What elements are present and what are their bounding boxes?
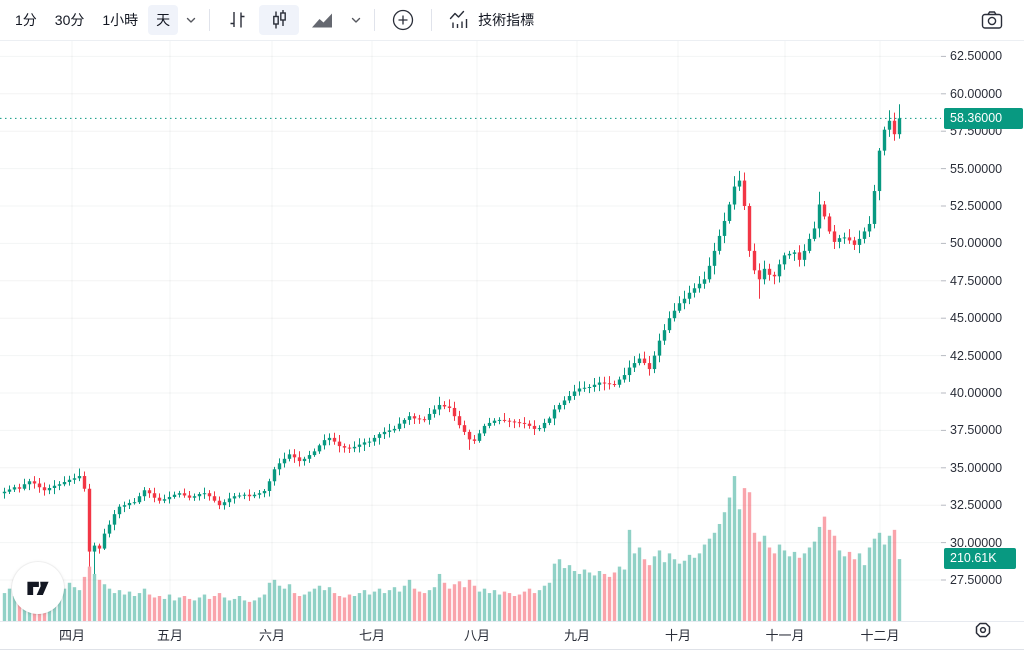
time-axis-label: 七月: [358, 628, 386, 643]
tradingview-logo-icon: [23, 572, 53, 605]
price-axis-ticks: [941, 55, 946, 581]
time-axis-label: 十月: [664, 628, 692, 643]
price-axis-label: 55.00000: [950, 161, 1003, 176]
time-axis-label: 四月: [58, 628, 86, 643]
candles: [2, 104, 902, 575]
chevron-down-icon: [184, 13, 198, 27]
interval-1hour-button[interactable]: 1小時: [94, 5, 146, 35]
time-axis-label: 五月: [156, 628, 184, 643]
interval-30min-button[interactable]: 30分: [47, 5, 93, 35]
interval-day-button[interactable]: 天: [148, 5, 179, 35]
price-axis-label: 32.50000: [950, 498, 1003, 513]
price-axis-label: 35.00000: [950, 460, 1003, 475]
area-chart-style-button[interactable]: [301, 5, 343, 35]
time-axis-label: 十二月: [860, 628, 900, 643]
time-axis-label: 十一月: [765, 628, 805, 643]
area-style-icon: [309, 8, 335, 32]
interval-menu-chevron-button[interactable]: [180, 5, 202, 35]
indicators-icon: [447, 8, 471, 32]
bars-style-icon: [225, 8, 249, 32]
bottom-border: [0, 649, 1024, 650]
price-axis-label: 30.00000: [950, 535, 1003, 550]
volume-badge: 210.61K: [944, 548, 1016, 570]
time-axis-settings-button[interactable]: [969, 619, 997, 645]
price-axis-label: 40.00000: [950, 386, 1003, 400]
price-axis-label: 45.00000: [950, 311, 1003, 326]
chart-toolbar: 1分 30分 1小時 天: [0, 0, 1024, 41]
price-axis-label: 62.50000: [950, 49, 1003, 64]
screenshot-button[interactable]: [971, 5, 1013, 35]
indicators-label: 技術指標: [478, 12, 535, 28]
add-symbol-compare-button[interactable]: [382, 5, 424, 35]
chevron-down-icon: [349, 13, 363, 27]
price-axis-label: 37.50000: [950, 423, 1003, 438]
chart-style-menu-chevron-button[interactable]: [345, 5, 367, 35]
toolbar-separator: [209, 9, 211, 31]
tradingview-logo-button[interactable]: [12, 562, 64, 614]
time-axis-label: 八月: [463, 628, 491, 643]
last-price-badge: 58.36000: [944, 107, 1023, 129]
price-axis-label: 27.50000: [950, 573, 1003, 587]
price-axis-label: 50.00000: [950, 236, 1003, 251]
bar-chart-style-button[interactable]: [217, 5, 257, 35]
candlestick-style-icon: [267, 8, 291, 32]
price-axis-label: 52.50000: [950, 199, 1003, 213]
camera-icon: [979, 7, 1005, 33]
gear-icon: [972, 620, 994, 645]
volume-bars: [2, 476, 902, 621]
candlestick-style-button[interactable]: [259, 5, 300, 35]
time-axis-border: [0, 621, 1024, 622]
indicators-button[interactable]: 技術指標: [439, 5, 542, 35]
time-axis-label: 九月: [563, 628, 591, 643]
time-axis-label: 六月: [258, 628, 286, 643]
toolbar-separator: [374, 9, 376, 31]
plus-circle-icon: [390, 7, 416, 33]
toolbar-separator: [431, 9, 433, 31]
grid-lines: [0, 41, 941, 621]
price-axis-label: 42.50000: [950, 348, 1003, 363]
price-axis-label: 47.50000: [950, 273, 1003, 288]
interval-1min-button[interactable]: 1分: [7, 5, 45, 35]
price-axis-label: 60.00000: [950, 86, 1003, 101]
